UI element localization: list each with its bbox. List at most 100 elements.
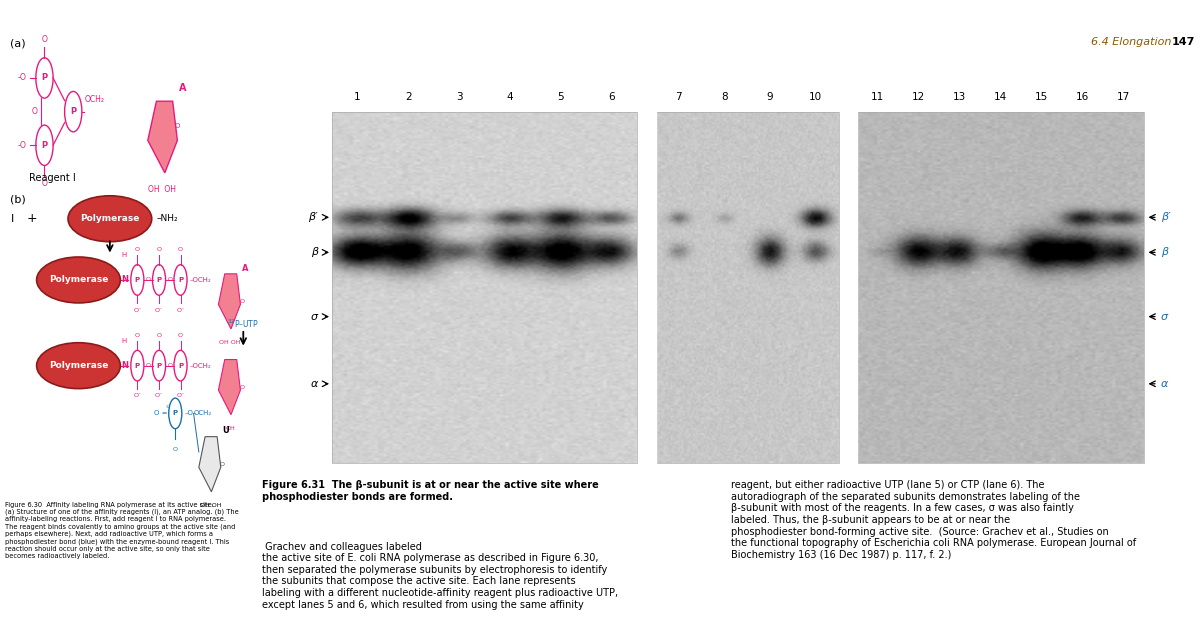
- Text: -O: -O: [17, 74, 26, 83]
- Text: P: P: [156, 277, 162, 283]
- Text: OCH₂: OCH₂: [193, 410, 212, 417]
- Text: α: α: [1160, 379, 1168, 389]
- Text: OH: OH: [226, 425, 235, 431]
- Text: P: P: [70, 107, 77, 116]
- Text: O: O: [32, 107, 38, 116]
- Text: O⁻: O⁻: [133, 393, 142, 398]
- Text: –O–: –O–: [185, 410, 197, 417]
- Text: α: α: [311, 379, 318, 389]
- Text: 15: 15: [1034, 91, 1048, 102]
- Text: O: O: [42, 179, 48, 188]
- Text: O: O: [173, 447, 178, 452]
- Text: I: I: [11, 214, 13, 224]
- Text: Polymerase: Polymerase: [49, 276, 108, 284]
- Polygon shape: [148, 101, 178, 173]
- Ellipse shape: [37, 257, 120, 303]
- Text: P: P: [134, 363, 140, 369]
- Text: +: +: [26, 212, 37, 225]
- Text: 4: 4: [506, 91, 514, 102]
- Text: O: O: [42, 36, 48, 44]
- Polygon shape: [218, 359, 240, 415]
- Text: O =: O =: [154, 410, 168, 417]
- Text: P: P: [42, 74, 48, 83]
- Text: O: O: [239, 299, 245, 304]
- Text: O: O: [145, 363, 151, 368]
- Text: -O: -O: [17, 141, 26, 150]
- Text: N: N: [121, 361, 127, 370]
- Text: H: H: [121, 338, 127, 344]
- Text: OH OH: OH OH: [220, 340, 241, 345]
- Text: OCH₂: OCH₂: [85, 95, 106, 104]
- Text: β: β: [311, 248, 318, 257]
- Text: Reagent I: Reagent I: [29, 173, 76, 183]
- Text: P: P: [134, 277, 140, 283]
- Text: 6: 6: [608, 91, 614, 102]
- Text: $^{32}$: $^{32}$: [166, 404, 172, 410]
- Text: O⁻: O⁻: [176, 393, 185, 398]
- Text: O: O: [156, 248, 162, 253]
- Polygon shape: [218, 274, 240, 329]
- Text: 7: 7: [676, 91, 682, 102]
- Text: 13: 13: [953, 91, 966, 102]
- Text: O⁻: O⁻: [155, 307, 163, 312]
- Text: O: O: [175, 123, 180, 129]
- Text: Grachev and colleagues labeled
the active site of E. coli RNA polymerase as desc: Grachev and colleagues labeled the activ…: [262, 542, 618, 610]
- Text: 1: 1: [354, 91, 361, 102]
- Text: P: P: [173, 410, 178, 417]
- Text: A: A: [242, 264, 248, 272]
- Text: β: β: [1160, 248, 1168, 257]
- Ellipse shape: [68, 196, 151, 242]
- Text: β′: β′: [1160, 212, 1170, 222]
- Text: σ: σ: [311, 312, 318, 321]
- Text: Figure 6.30  Affinity labeling RNA polymerase at its active site.
(a) Structure : Figure 6.30 Affinity labeling RNA polyme…: [5, 502, 239, 559]
- Text: 11: 11: [871, 91, 884, 102]
- Text: H: H: [121, 252, 127, 258]
- Text: OH OH: OH OH: [200, 503, 221, 508]
- Text: O: O: [239, 385, 245, 390]
- Text: –OCH₂: –OCH₂: [190, 363, 211, 369]
- Text: 5: 5: [558, 91, 564, 102]
- Text: OH  OH: OH OH: [148, 185, 176, 194]
- Ellipse shape: [37, 343, 120, 389]
- Text: O: O: [134, 248, 140, 253]
- Text: (a): (a): [11, 38, 26, 48]
- Text: O: O: [134, 333, 140, 338]
- Text: Polymerase: Polymerase: [80, 214, 139, 224]
- Bar: [332, 112, 637, 463]
- Text: 12: 12: [912, 91, 925, 102]
- Text: 16: 16: [1075, 91, 1088, 102]
- Text: O: O: [167, 363, 173, 368]
- Text: $^{32}$P–UTP: $^{32}$P–UTP: [227, 318, 259, 330]
- Text: 10: 10: [809, 91, 822, 102]
- Text: 3: 3: [456, 91, 462, 102]
- Bar: [655, 112, 839, 463]
- Text: O⁻: O⁻: [155, 393, 163, 398]
- Text: 147: 147: [1172, 37, 1195, 48]
- Text: O: O: [178, 248, 184, 253]
- Text: 9: 9: [767, 91, 774, 102]
- Text: 2: 2: [404, 91, 412, 102]
- Text: O⁻: O⁻: [176, 307, 185, 312]
- Text: A: A: [179, 83, 187, 93]
- Text: (b): (b): [11, 194, 26, 204]
- Text: O: O: [220, 462, 224, 467]
- Text: Polymerase: Polymerase: [49, 361, 108, 370]
- Text: 14: 14: [994, 91, 1007, 102]
- Text: P: P: [42, 141, 48, 150]
- Text: O: O: [167, 277, 173, 283]
- Text: U: U: [222, 427, 229, 436]
- Text: 6.4 Elongation: 6.4 Elongation: [1092, 37, 1172, 48]
- Text: P: P: [156, 363, 162, 369]
- Text: O: O: [145, 277, 151, 283]
- Polygon shape: [199, 437, 221, 491]
- Text: –NH₂: –NH₂: [157, 214, 179, 224]
- Bar: [858, 112, 1144, 463]
- Text: reagent, but either radioactive UTP (lane 5) or CTP (lane 6). The
autoradiograph: reagent, but either radioactive UTP (lan…: [731, 480, 1136, 560]
- Text: O⁻: O⁻: [133, 307, 142, 312]
- Text: σ: σ: [1160, 312, 1168, 321]
- Text: β′: β′: [308, 212, 318, 222]
- Text: O: O: [178, 333, 184, 338]
- Text: O: O: [156, 333, 162, 338]
- Text: 8: 8: [721, 91, 727, 102]
- Text: 17: 17: [1117, 91, 1130, 102]
